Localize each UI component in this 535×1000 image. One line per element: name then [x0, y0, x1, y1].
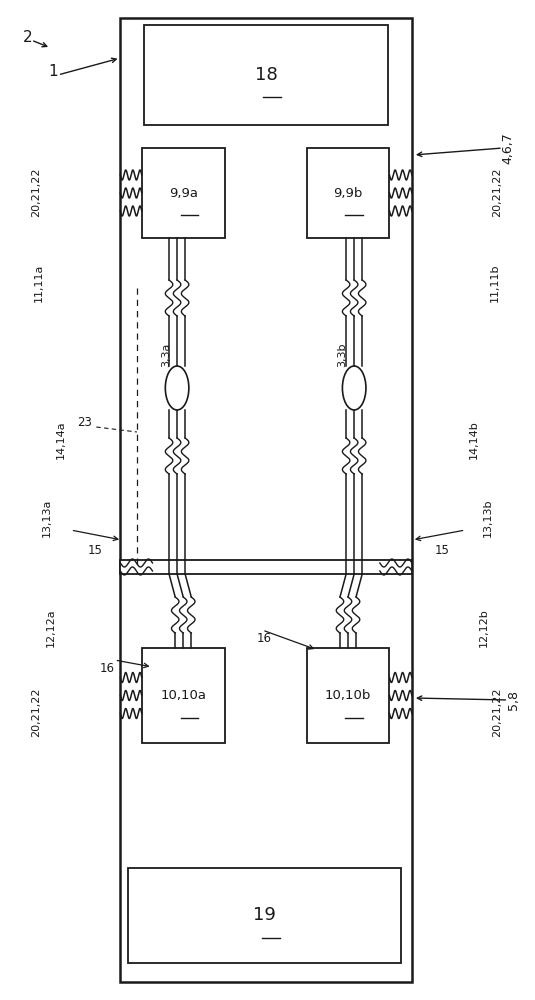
- Text: 9,9a: 9,9a: [169, 186, 198, 200]
- Text: 3,3b: 3,3b: [338, 343, 347, 367]
- Bar: [307, 648, 389, 743]
- Text: 14,14b: 14,14b: [469, 421, 479, 459]
- Bar: [142, 148, 225, 238]
- Bar: [120, 560, 412, 574]
- Text: 15: 15: [434, 544, 449, 556]
- Text: 12,12b: 12,12b: [479, 609, 488, 647]
- Text: 16: 16: [100, 662, 114, 674]
- Text: 5,8: 5,8: [507, 690, 520, 710]
- Text: 10,10a: 10,10a: [160, 689, 206, 702]
- Text: 16: 16: [256, 632, 271, 645]
- Text: 19: 19: [254, 906, 276, 924]
- Text: 4,6,7: 4,6,7: [502, 132, 515, 164]
- Text: 20,21,22: 20,21,22: [493, 687, 502, 737]
- Text: 20,21,22: 20,21,22: [32, 167, 41, 217]
- Bar: [128, 868, 401, 963]
- Bar: [142, 648, 225, 743]
- Text: 14,14a: 14,14a: [56, 421, 65, 459]
- Text: 9,9b: 9,9b: [333, 186, 363, 200]
- Text: 11,11b: 11,11b: [490, 264, 500, 302]
- Text: 1: 1: [49, 64, 58, 80]
- Text: 10,10b: 10,10b: [325, 689, 371, 702]
- Text: 18: 18: [255, 66, 278, 84]
- Text: 20,21,22: 20,21,22: [32, 687, 41, 737]
- Text: 13,13b: 13,13b: [483, 499, 493, 537]
- Text: 15: 15: [88, 544, 103, 556]
- Text: 11,11a: 11,11a: [34, 264, 44, 302]
- Text: 23: 23: [77, 416, 92, 428]
- Bar: [307, 148, 389, 238]
- Text: 13,13a: 13,13a: [42, 499, 52, 537]
- Text: 2: 2: [23, 30, 33, 45]
- Text: 3,3a: 3,3a: [161, 343, 171, 367]
- Text: 12,12a: 12,12a: [46, 609, 56, 647]
- Bar: [120, 18, 412, 982]
- Bar: [144, 25, 388, 125]
- Text: 20,21,22: 20,21,22: [493, 167, 502, 217]
